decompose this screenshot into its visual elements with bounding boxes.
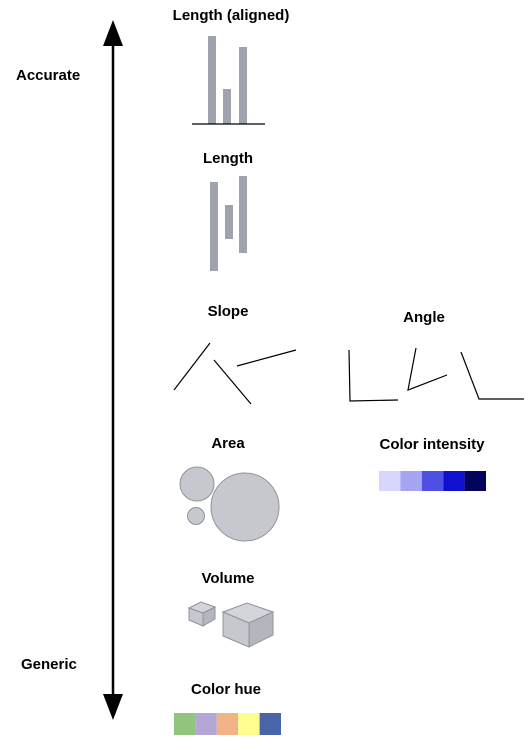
angle-mark-2 — [407, 347, 448, 391]
angle-glyph — [348, 347, 524, 402]
axis-arrow-up-icon — [103, 20, 123, 46]
area-circle-large — [210, 472, 280, 542]
length-aligned-glyph — [192, 36, 265, 125]
intensity-swatch-1 — [379, 471, 401, 491]
axis-arrow-down-icon — [103, 694, 123, 720]
aligned-bar-1 — [208, 36, 216, 124]
hue-swatch-3 — [216, 713, 239, 735]
area-circle-small — [187, 507, 205, 525]
hue-swatch-5 — [259, 713, 281, 735]
volume-title: Volume — [201, 570, 254, 587]
intensity-swatch-3 — [421, 471, 444, 491]
slope-title: Slope — [208, 303, 249, 320]
length-aligned-title: Length (aligned) — [173, 7, 290, 24]
angle-title: Angle — [403, 309, 445, 326]
length-bar-2 — [225, 205, 233, 239]
axis-bottom-label: Generic — [21, 656, 77, 673]
area-title: Area — [211, 435, 245, 452]
area-circle-medium — [179, 466, 215, 502]
length-title: Length — [203, 150, 253, 167]
intensity-swatch-5 — [464, 471, 486, 491]
color-hue-title: Color hue — [191, 681, 261, 698]
volume-glyph — [187, 601, 275, 648]
slope-line-3 — [236, 349, 297, 367]
length-bar-1 — [210, 182, 218, 271]
color-intensity-swatches — [379, 471, 486, 491]
area-glyph — [179, 466, 280, 542]
angle-mark-3 — [460, 351, 524, 400]
volume-cube-large — [221, 602, 275, 648]
axis-top-label: Accurate — [16, 67, 80, 84]
volume-cube-small — [187, 601, 217, 627]
slope-glyph — [173, 342, 297, 405]
hue-swatch-1 — [174, 713, 196, 735]
aligned-bar-3 — [239, 47, 247, 124]
hue-swatch-2 — [195, 713, 217, 735]
intensity-swatch-2 — [400, 471, 422, 491]
color-intensity-title: Color intensity — [379, 436, 485, 453]
slope-line-1 — [173, 342, 211, 391]
angle-mark-1 — [348, 349, 399, 402]
length-glyph — [210, 176, 247, 271]
aligned-bar-2 — [223, 89, 231, 124]
accuracy-axis — [103, 20, 123, 720]
length-bar-3 — [239, 176, 247, 253]
hue-swatch-4 — [238, 713, 260, 735]
slope-line-2 — [213, 359, 252, 405]
color-hue-swatches — [174, 713, 281, 735]
intensity-swatch-4 — [443, 471, 465, 491]
